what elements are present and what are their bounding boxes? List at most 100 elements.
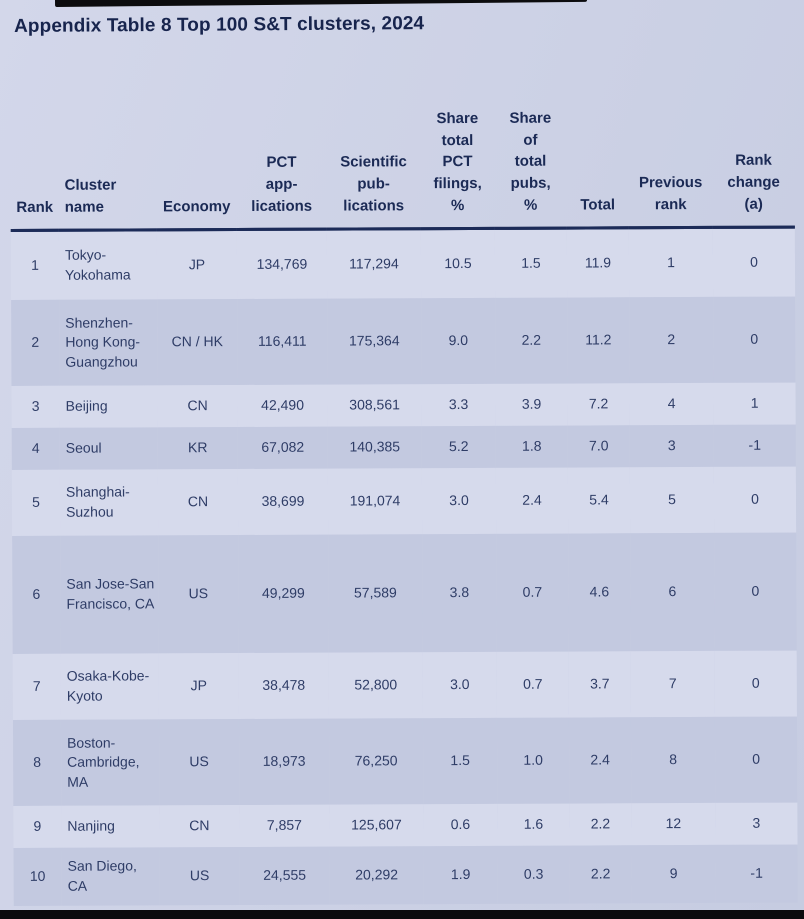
cell-pct-applications: 134,769 [256, 255, 308, 272]
cell-previous-rank: 8 [669, 751, 678, 768]
table-row: 3 Beijing CN 42,490 308,561 3.3 3.9 7.2 … [11, 382, 796, 428]
cell-total: 11.9 [584, 254, 612, 271]
cell-total: 2.2 [590, 815, 611, 832]
cell-pct-applications: 38,699 [261, 492, 305, 510]
cell-rank: 1 [31, 256, 39, 273]
cell-rank: 7 [32, 678, 41, 695]
table-header-row: Rank Cluster name Economy PCT app- licat… [10, 40, 795, 230]
cell-pct-applications: 24,555 [263, 866, 307, 884]
cell-share-total-pubs: 0.7 [523, 675, 543, 692]
cell-scientific-publications: 57,589 [353, 584, 397, 601]
top-bezel-bar [55, 0, 588, 7]
header-rank: Rank [10, 43, 59, 230]
cell-cluster-name: Boston-Cambridge, MA [67, 734, 140, 790]
header-economy: Economy [155, 43, 237, 230]
cell-total: 4.6 [589, 583, 610, 600]
cell-scientific-publications: 117,294 [349, 255, 399, 272]
cell-rank: 6 [32, 586, 41, 603]
table-row: 5 Shanghai-Suzhou CN 38,699 191,074 3.0 … [11, 466, 797, 536]
cell-rank-change: 3 [752, 814, 761, 831]
cell-rank: 5 [32, 494, 40, 511]
cell-share-total-pubs: 1.8 [521, 437, 542, 454]
cell-rank-change: 0 [752, 750, 761, 767]
clusters-table: Rank Cluster name Economy PCT app- licat… [10, 40, 798, 906]
header-share-pct-filings: Share total PCT filings, % [419, 41, 495, 229]
cell-pct-applications: 18,973 [262, 752, 306, 770]
cell-total: 11.2 [585, 331, 612, 348]
cell-total: 2.4 [590, 751, 610, 768]
cell-rank-change: 0 [751, 582, 760, 599]
table-row: 1 Tokyo-Yokohama JP 134,769 117,294 10.5… [10, 226, 796, 300]
cell-economy: US [189, 867, 210, 884]
cell-pct-applications: 49,299 [261, 584, 305, 602]
cell-scientific-publications: 175,364 [348, 332, 400, 349]
cell-economy: US [189, 753, 209, 770]
cell-share-total-pubs: 2.4 [522, 491, 542, 508]
cell-economy: JP [190, 677, 208, 694]
cell-total: 7.2 [588, 395, 609, 412]
cell-previous-rank: 2 [667, 331, 676, 348]
cell-rank-change: -1 [748, 436, 762, 453]
cell-rank-change: 1 [750, 394, 759, 411]
cell-share-pct-filings: 3.8 [449, 584, 470, 601]
cell-share-total-pubs: 3.9 [521, 395, 542, 412]
cell-cluster-name: Tokyo-Yokohama [64, 246, 131, 283]
cell-cluster-name: San Diego, CA [67, 857, 137, 894]
cell-economy: CN [187, 397, 208, 414]
header-cluster-name: Cluster name [57, 43, 157, 230]
cell-scientific-publications: 52,800 [354, 676, 398, 693]
cell-previous-rank: 9 [669, 865, 678, 882]
table-row: 4 Seoul KR 67,082 140,385 5.2 1.8 7.0 3 … [11, 424, 796, 470]
cell-cluster-name: Beijing [65, 397, 108, 414]
cell-cluster-name: Nanjing [67, 817, 115, 834]
cell-cluster-name: Seoul [65, 439, 102, 456]
cell-share-total-pubs: 1.5 [521, 254, 541, 271]
cell-total: 7.0 [588, 437, 609, 454]
cell-pct-applications: 42,490 [261, 396, 305, 414]
cell-share-pct-filings: 3.0 [449, 492, 469, 509]
cell-scientific-publications: 308,561 [349, 396, 400, 413]
cell-total: 3.7 [590, 675, 610, 692]
cell-cluster-name: Shenzhen-Hong Kong-Guangzhou [65, 314, 141, 370]
cell-rank: 10 [29, 868, 46, 885]
cell-rank: 9 [33, 818, 42, 835]
cell-share-pct-filings: 3.0 [450, 676, 470, 693]
table-row: 2 Shenzhen-Hong Kong-Guangzhou CN / HK 1… [11, 296, 796, 386]
cell-previous-rank: 7 [668, 675, 677, 692]
cell-total: 2.2 [590, 865, 611, 882]
cell-rank: 4 [31, 440, 40, 457]
cell-previous-rank: 6 [668, 583, 677, 600]
cell-rank-change: 0 [750, 253, 758, 270]
table-row: 7 Osaka-Kobe-Kyoto JP 38,478 52,800 3.0 … [12, 650, 797, 720]
cell-share-pct-filings: 0.6 [450, 816, 471, 833]
cell-scientific-publications: 76,250 [354, 752, 398, 769]
cell-economy: CN [189, 817, 210, 834]
table-row: 8 Boston-Cambridge, MA US 18,973 76,250 … [12, 716, 798, 806]
cell-economy: US [188, 585, 209, 602]
cell-scientific-publications: 20,292 [355, 866, 399, 883]
cell-share-pct-filings: 9.0 [448, 332, 469, 349]
cell-pct-applications: 67,082 [261, 438, 305, 456]
cell-cluster-name: Shanghai-Suzhou [65, 483, 130, 520]
cell-share-pct-filings: 5.2 [448, 438, 469, 455]
cell-rank: 8 [33, 754, 42, 771]
cell-previous-rank: 4 [667, 395, 676, 412]
cell-cluster-name: San Jose-San Francisco, CA [66, 575, 155, 612]
cell-share-total-pubs: 1.0 [523, 751, 543, 768]
header-rank-change: Rank change (a) [711, 40, 795, 227]
header-scientific-publications: Scientific pub- lications [325, 42, 421, 229]
cell-economy: KR [187, 439, 208, 456]
table-row: 9 Nanjing CN 7,857 125,607 0.6 1.6 2.2 1… [13, 802, 798, 848]
cell-rank: 3 [31, 398, 40, 415]
table-row: 6 San Jose-San Francisco, CA US 49,299 5… [12, 532, 797, 654]
cell-rank-change: 0 [750, 330, 759, 347]
header-pct-applications: PCT app- lications [235, 42, 327, 230]
cell-cluster-name: Osaka-Kobe-Kyoto [66, 667, 150, 704]
cell-pct-applications: 116,411 [257, 332, 307, 350]
cell-total: 5.4 [589, 491, 609, 508]
header-share-total-pubs: Share of total pubs, % [493, 41, 567, 228]
cell-economy: CN [187, 493, 209, 510]
header-previous-rank: Previous rank [627, 40, 713, 228]
cell-previous-rank: 3 [667, 437, 676, 454]
